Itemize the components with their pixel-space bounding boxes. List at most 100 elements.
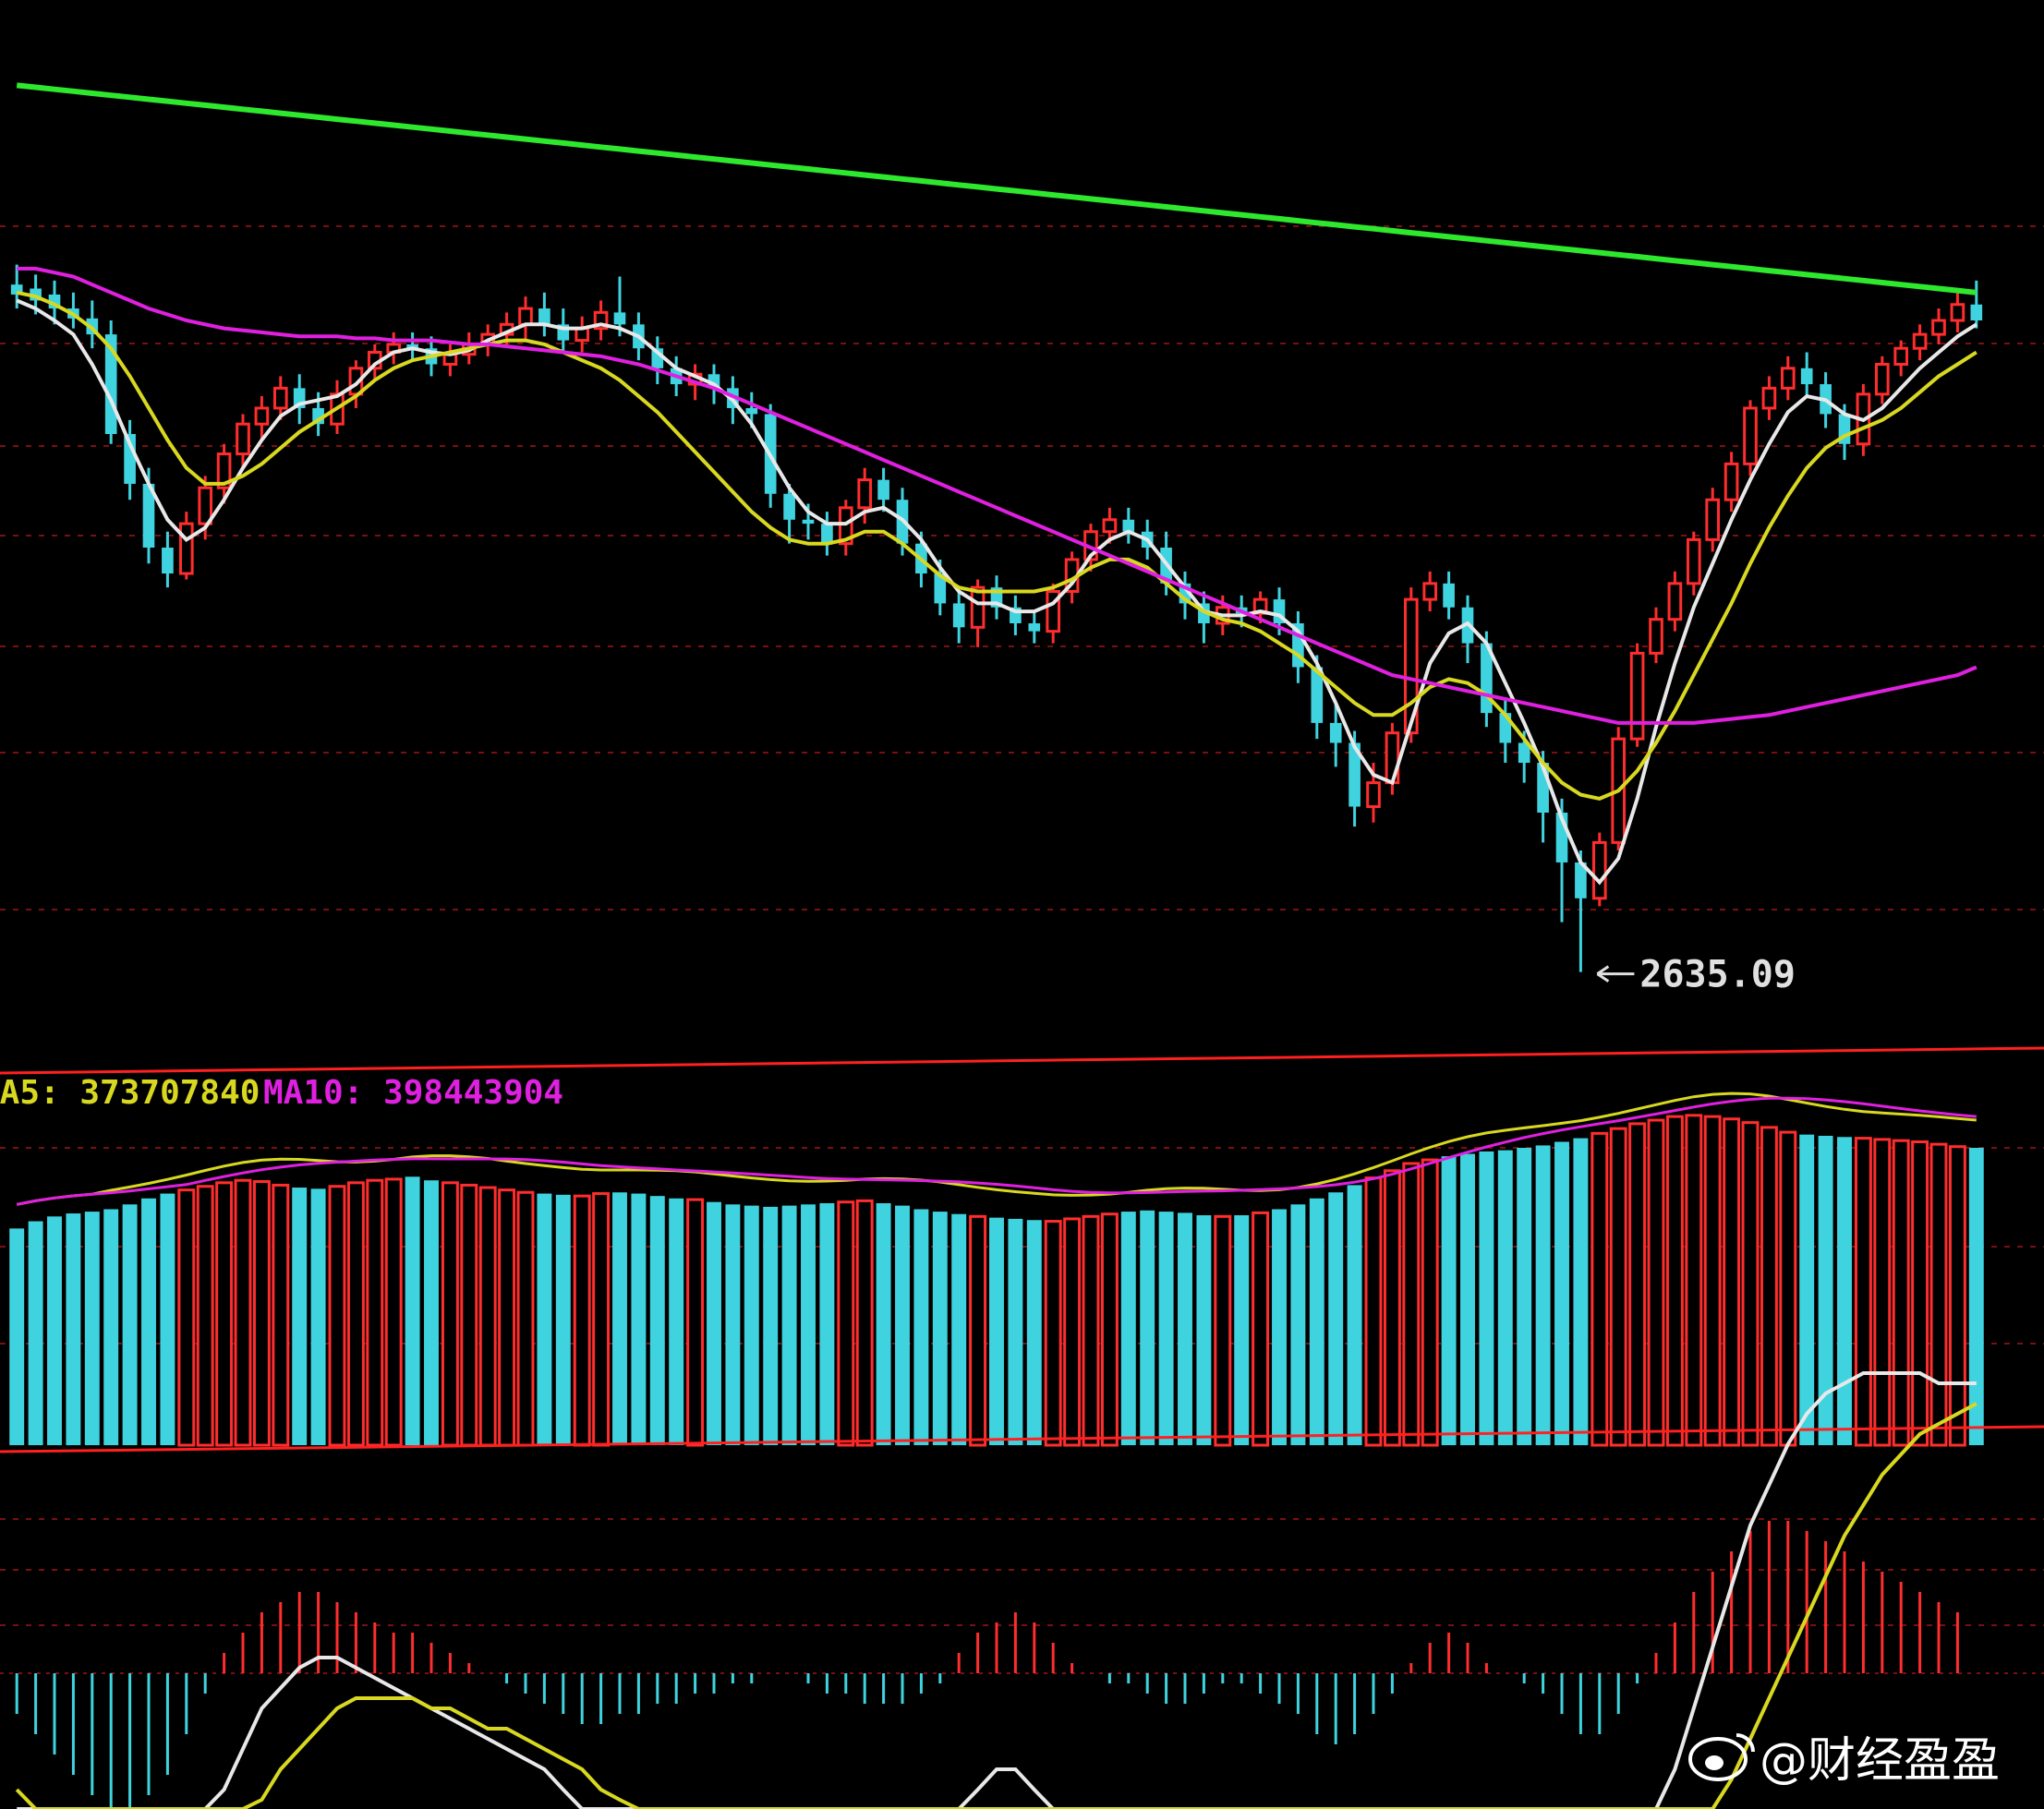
- volume-bar-down: [707, 1201, 721, 1445]
- candle-body-down: [1329, 722, 1342, 743]
- volume-bar-up: [498, 1188, 516, 1447]
- volume-bar-down: [1158, 1212, 1174, 1445]
- volume-bar-up: [478, 1186, 497, 1447]
- volume-bar-down: [1460, 1153, 1475, 1445]
- volume-bar-down: [292, 1188, 308, 1445]
- volume-bar-up: [969, 1214, 987, 1447]
- volume-bar-up: [1402, 1162, 1421, 1447]
- volume-bar-down: [801, 1204, 816, 1445]
- volume-bar-down: [819, 1202, 835, 1445]
- volume-bar-down: [1535, 1145, 1551, 1445]
- volume-bar-down: [876, 1202, 891, 1445]
- price-grid: [0, 225, 2044, 911]
- volume-bar-up: [1100, 1212, 1119, 1447]
- volume-bar-down: [9, 1228, 25, 1445]
- volume-bar-up: [177, 1188, 196, 1447]
- candle-body-down: [745, 407, 758, 415]
- volume-bar-down: [1573, 1138, 1589, 1445]
- volume-bar-up: [441, 1181, 459, 1447]
- volume-bar-up: [1421, 1158, 1439, 1447]
- price-panel: [10, 82, 1983, 972]
- weibo-icon: [1688, 1733, 1755, 1781]
- candle-body-up: [1743, 406, 1758, 465]
- volume-bar-up: [346, 1181, 365, 1447]
- volume-bar-down: [1517, 1148, 1532, 1445]
- volume-bar-down: [1837, 1137, 1852, 1445]
- candle-body-up: [1893, 346, 1909, 366]
- macd-line: [17, 1371, 1977, 1809]
- volume-bar-down: [1309, 1198, 1324, 1445]
- volume-bar-down: [913, 1209, 929, 1445]
- volume-bar-down: [1140, 1210, 1155, 1445]
- volume-bar-up: [215, 1181, 234, 1447]
- volume-bar-down: [1968, 1148, 1984, 1445]
- volume-bar-up: [272, 1183, 290, 1447]
- candle-body-down: [406, 344, 418, 349]
- candle-body-down: [613, 312, 626, 325]
- candle-body-up: [236, 422, 250, 456]
- volume-bar-up: [1854, 1137, 1872, 1447]
- candle-body-up: [1705, 498, 1721, 541]
- volume-bar-down: [1479, 1151, 1494, 1445]
- volume-bar-down: [1234, 1215, 1250, 1445]
- volume-bar-down: [932, 1212, 948, 1445]
- volume-bar-up: [1873, 1138, 1892, 1447]
- volume-bar-up: [1779, 1130, 1797, 1447]
- volume-bar-up: [366, 1178, 384, 1447]
- candle-body-down: [1028, 623, 1041, 632]
- volume-bar-up: [1364, 1176, 1383, 1447]
- volume-bar-up: [1685, 1114, 1703, 1447]
- low-marker-arrowhead: [1596, 965, 1610, 983]
- volume-bar-up: [1647, 1118, 1665, 1447]
- volume-bar-down: [1290, 1204, 1306, 1445]
- volume-bar-down: [1799, 1134, 1815, 1445]
- candle-body-down: [1443, 583, 1455, 608]
- volume-bar-up: [1590, 1131, 1609, 1447]
- volume-bar-up: [1214, 1214, 1232, 1447]
- volume-bar-down: [612, 1192, 627, 1445]
- candle-body-up: [1931, 319, 1946, 336]
- candle-body-up: [970, 585, 986, 629]
- volume-bar-up: [1911, 1140, 1929, 1447]
- volume-bar-up: [1628, 1122, 1647, 1447]
- volume-bar-down: [1347, 1185, 1362, 1445]
- candle-body-up: [1629, 651, 1645, 741]
- candle-body-down: [162, 548, 174, 574]
- low-marker-label: 2635.09: [1639, 954, 1796, 996]
- candle-body-up: [1591, 840, 1607, 900]
- volume-bar-up: [1892, 1139, 1910, 1447]
- volume-bar-down: [1272, 1209, 1287, 1445]
- volume-bar-down: [1497, 1150, 1513, 1445]
- volume-bar-down: [1008, 1218, 1023, 1445]
- candle-body-up: [1780, 367, 1796, 390]
- volume-bar-up: [1741, 1121, 1760, 1447]
- volume-bar-down: [669, 1198, 684, 1445]
- watermark: @财经盈盈: [1688, 1733, 2000, 1789]
- volume-bar-down: [1196, 1215, 1212, 1445]
- volume-ma5-label: MA5: 373707840: [0, 1074, 260, 1112]
- volume-bar-down: [103, 1209, 119, 1445]
- candle-body-up: [1366, 781, 1381, 809]
- volume-ma10-label: MA10: 398443904: [263, 1074, 563, 1112]
- volume-bar-down: [47, 1216, 62, 1445]
- volume-bar-up: [460, 1183, 478, 1447]
- volume-bar-down: [989, 1217, 1004, 1445]
- volume-bar-down: [141, 1198, 156, 1445]
- volume-bar-down: [725, 1204, 741, 1445]
- volume-bar-up: [1383, 1169, 1401, 1447]
- volume-bar-up: [1665, 1115, 1684, 1447]
- candle-body-down: [538, 308, 550, 325]
- volume-bar-down: [28, 1221, 43, 1445]
- volume-bar-down: [424, 1180, 439, 1445]
- volume-bar-down: [649, 1196, 665, 1445]
- candle-body-up: [254, 406, 270, 426]
- candle-body-up: [1686, 537, 1701, 585]
- candle-body-up: [1950, 303, 1965, 322]
- price-ma-line: [16, 82, 1977, 295]
- candle-body-up: [1422, 582, 1438, 601]
- volume-bar-down: [66, 1213, 81, 1445]
- candle-body-down: [142, 483, 155, 548]
- candle-body-up: [272, 386, 288, 410]
